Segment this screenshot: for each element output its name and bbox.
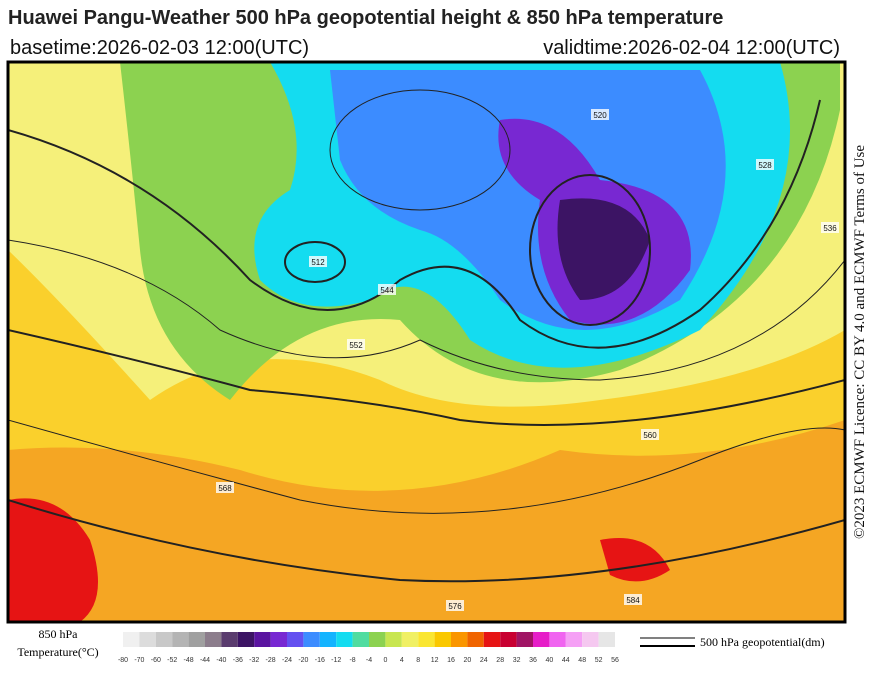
colorbar-tick-label: 52 [595,657,603,664]
contour-label-bg [624,594,642,605]
contour-label: 528 [758,161,772,170]
colorbar-tick-label: -36 [233,657,243,664]
colorbar-tick-label: 40 [546,657,554,664]
colorbar-tick-label: 32 [513,657,521,664]
contour-label: 536 [823,224,837,233]
basetime: basetime:2026-02-03 12:00(UTC) [10,37,309,59]
colorbar-tick-label: 44 [562,657,570,664]
colorbar-box [500,632,517,647]
colorbar-tick-label: 56 [611,657,619,664]
colorbar-tick-label: -52 [167,657,177,664]
contour-label: 552 [349,341,363,350]
contour-label-bg [309,256,327,267]
colorbar-box [270,632,287,647]
licence: ©2023 ECMWF Licence: CC BY 4.0 and ECMWF… [852,145,868,539]
colorbar: -80 -70 -60 -52 -48 -44 -40 -36 -32 -28 -24 -20 -16-… [118,632,619,664]
map [8,62,845,622]
contour-label-bg [821,222,839,233]
colorbar-box [451,632,468,647]
contour-label: 584 [626,596,640,605]
colorbar-tick-label: -4 [366,657,372,664]
colorbar-tick-label: -32 [249,657,259,664]
colorbar-box [336,632,353,647]
colorbar-tick-label: -40 [216,657,226,664]
colorbar-tick-label: -70 [134,657,144,664]
colorbar-box [188,632,205,647]
colorbar-tick-label: -28 [266,657,276,664]
colorbar-box [418,632,435,647]
colorbar-box [221,632,238,647]
colorbar-box [369,632,386,647]
legend-label-line2: Temperature(°C) [17,645,98,659]
colorbar-tick-label: 4 [400,657,404,664]
colorbar-box [352,632,369,647]
contour-legend-label: 500 hPa geopotential(dm) [700,635,825,649]
colorbar-box [467,632,484,647]
contour-label: 560 [643,431,657,440]
colorbar-tick-label: -24 [282,657,292,664]
colorbar-box [598,632,615,647]
colorbar-tick-label: -8 [349,657,355,664]
colorbar-box [533,632,550,647]
contour-label-bg [641,429,659,440]
contours [8,89,845,583]
colorbar-box [205,632,222,647]
colorbar-tick-label: -48 [184,657,194,664]
colorbar-tick-label: 48 [578,657,586,664]
contour-labels: 512 520 528 536 544 552 560 568 576 584 [216,109,839,611]
field-dark [557,198,650,300]
colorbar-tick-label: -60 [151,657,161,664]
colorbar-tick-label: 16 [447,657,455,664]
colorbar-box [303,632,320,647]
contour-label: 544 [380,286,394,295]
colorbar-box [565,632,583,647]
contour-label: 512 [311,258,325,267]
contour-label-bg [347,339,365,350]
colorbar-box [139,632,156,647]
contour-label: 520 [593,111,607,120]
colorbar-tick-label: 12 [431,657,439,664]
validtime: validtime:2026-02-04 12:00(UTC) [543,37,840,59]
colorbar-box [516,632,533,647]
contour-label-bg [216,482,234,493]
map-frame [6,60,847,624]
colorbar-box [549,632,566,647]
contour-label: 576 [448,602,462,611]
colorbar-tick-label: -20 [298,657,308,664]
colorbar-box [287,632,304,647]
colorbar-box [401,632,419,647]
colorbar-tick-label: -16 [315,657,325,664]
colorbar-tick-label: 8 [416,657,420,664]
colorbar-box [434,632,451,647]
colorbar-box [155,632,173,647]
contour-label: 568 [218,484,232,493]
colorbar-box [483,632,501,647]
legend-label-line1: 850 hPa [39,627,79,641]
colorbar-tick-label: -12 [331,657,341,664]
colorbar-tick-label: 20 [464,657,472,664]
contour-label-bg [756,159,774,170]
colorbar-box [123,632,140,647]
field-red [8,498,98,622]
field-red2 [600,538,670,582]
colorbar-box [319,632,337,647]
title: Huawei Pangu-Weather 500 hPa geopotentia… [8,7,723,29]
colorbar-box [582,632,599,647]
contour-label-bg [591,109,609,120]
colorbar-box [172,632,189,647]
contour-label-bg [446,600,464,611]
colorbar-box [237,632,255,647]
colorbar-tick-label: 24 [480,657,488,664]
contour-label-bg [378,284,396,295]
colorbar-tick-label: -80 [118,657,128,664]
colorbar-box [254,632,271,647]
colorbar-tick-label: 36 [529,657,537,664]
colorbar-box [385,632,402,647]
colorbar-tick-label: 28 [496,657,504,664]
colorbar-tick-label: 0 [383,657,387,664]
colorbar-tick-label: -44 [200,657,210,664]
